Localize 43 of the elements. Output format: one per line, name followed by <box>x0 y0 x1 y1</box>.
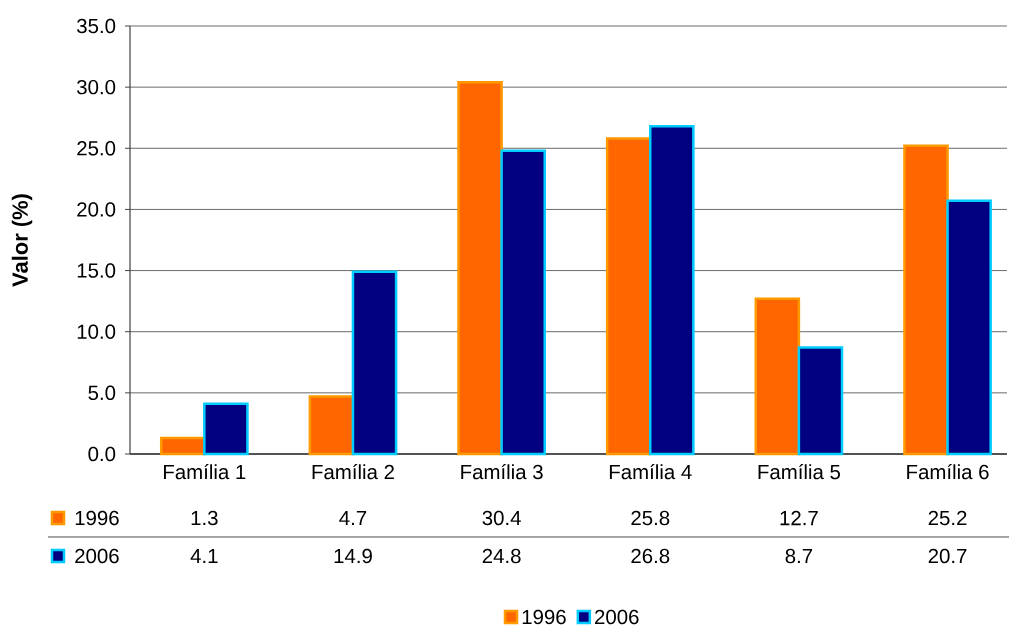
data-label: 1.3 <box>191 510 218 526</box>
y-tick-label: 30.0 <box>77 79 116 95</box>
text: 2006 <box>595 609 639 625</box>
bar <box>159 436 206 456</box>
x-tick-label: Família 6 <box>907 464 989 480</box>
data-label: 24.8 <box>482 548 521 564</box>
data-label: 12.7 <box>780 510 818 526</box>
data-label: 14.9 <box>334 548 372 564</box>
legend-label: 1996 <box>75 510 119 526</box>
bar <box>351 270 398 456</box>
x-tick-label: Família 1 <box>164 464 246 480</box>
data-label: 4.1 <box>190 548 218 564</box>
bar <box>754 297 801 456</box>
legend-label: 2006 <box>75 548 119 564</box>
data-label: 4.7 <box>339 510 367 526</box>
y-tick-label: 25.0 <box>77 141 116 156</box>
y-tick-label: 35.0 <box>77 18 116 34</box>
bar <box>500 149 546 456</box>
x-tick-label: Família 3 <box>461 464 543 480</box>
bar <box>903 144 949 456</box>
x-tick-label: Família 4 <box>609 464 692 480</box>
x-tick-label: Família 5 <box>758 464 841 480</box>
y-tick-label: 15.0 <box>77 263 116 278</box>
data-label: 30.4 <box>482 510 521 526</box>
y-tick-label: 20.0 <box>77 202 116 217</box>
text: 1996 <box>522 609 566 625</box>
bar <box>457 81 503 456</box>
bar <box>308 395 355 456</box>
bar <box>649 125 695 456</box>
data-label: 20.7 <box>928 548 967 564</box>
y-tick-label: 5.0 <box>88 385 116 401</box>
y-tick-label: 0.0 <box>88 446 116 462</box>
data-label: 25.8 <box>631 510 670 526</box>
bar <box>605 137 652 456</box>
data-label: 26.8 <box>631 548 670 564</box>
x-tick-label: Família 2 <box>312 464 394 480</box>
data-label: 25.2 <box>928 510 967 526</box>
y-axis-title: Valor (%) <box>11 194 33 287</box>
bar <box>797 346 844 456</box>
y-tick-label: 10.0 <box>77 324 116 339</box>
data-label: 8.7 <box>785 548 813 564</box>
bar <box>203 402 249 456</box>
bar <box>946 199 992 456</box>
